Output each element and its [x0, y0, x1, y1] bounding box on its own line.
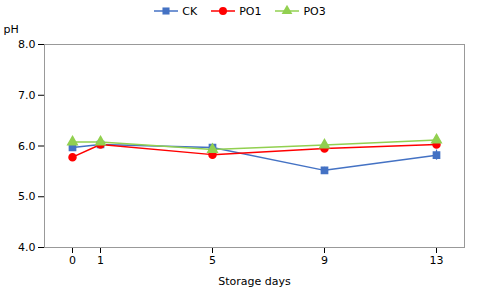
svg-text:Storage days: Storage days — [218, 275, 291, 288]
svg-text:7.0: 7.0 — [18, 89, 36, 102]
svg-text:4.0: 4.0 — [18, 241, 36, 254]
svg-text:1: 1 — [97, 254, 104, 267]
svg-text:9: 9 — [321, 254, 328, 267]
html-text:PO3: PO3 — [303, 4, 326, 18]
svg-text:5: 5 — [209, 254, 216, 267]
svg-text:13: 13 — [430, 254, 444, 267]
html-text:CK: CK — [182, 4, 198, 18]
svg-text:6.0: 6.0 — [18, 140, 36, 153]
svg-text:pH: pH — [4, 23, 19, 36]
svg-text:5.0: 5.0 — [18, 190, 36, 203]
svg-text:0: 0 — [69, 254, 76, 267]
html-text:PO1: PO1 — [239, 4, 262, 18]
svg-text:8.0: 8.0 — [18, 38, 36, 51]
